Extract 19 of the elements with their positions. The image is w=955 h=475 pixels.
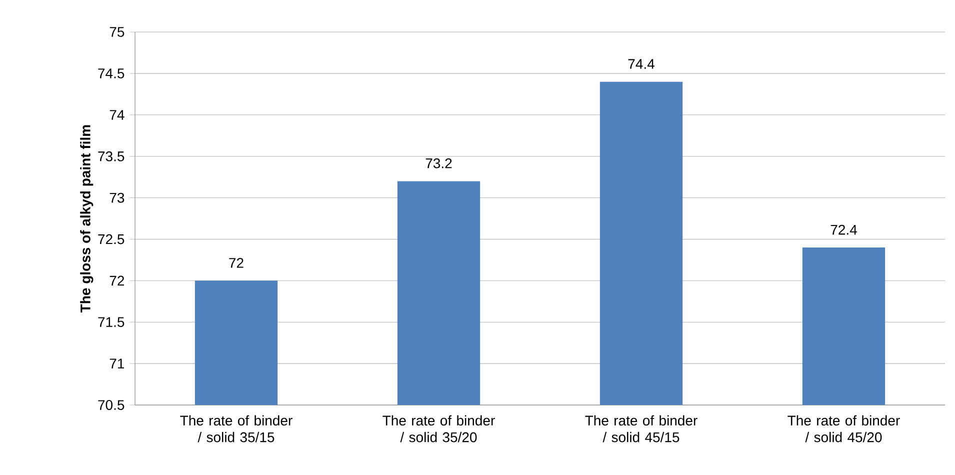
data-label: 72 (229, 258, 244, 268)
y-tick-label: 70.5 (98, 400, 124, 410)
data-label: 72.4 (830, 224, 857, 235)
x-tick-label: The rate of binder / solid 45/20 (788, 415, 900, 442)
y-tick-label: 71.5 (98, 317, 124, 328)
y-tick-label: 73.5 (98, 151, 124, 162)
y-tick-label: 72 (110, 276, 124, 286)
y-tick-label: 72.5 (98, 234, 124, 244)
y-tick-label: 73 (110, 192, 124, 203)
y-tick-label: 75 (110, 27, 124, 37)
y-tick-label: 74.5 (98, 68, 124, 78)
x-tick-label: The rate of binder / solid 35/20 (382, 415, 495, 442)
y-axis-title: The gloss of alkyd paint film (80, 125, 94, 312)
y-tick-label: 71 (110, 358, 124, 368)
x-tick-label: The rate of binder / solid 35/15 (180, 415, 292, 442)
data-label: 74.4 (628, 59, 654, 69)
x-tick-label: The rate of binder / solid 45/15 (585, 415, 698, 442)
data-label: 73.2 (426, 158, 452, 168)
y-tick-label: 74 (110, 110, 124, 120)
